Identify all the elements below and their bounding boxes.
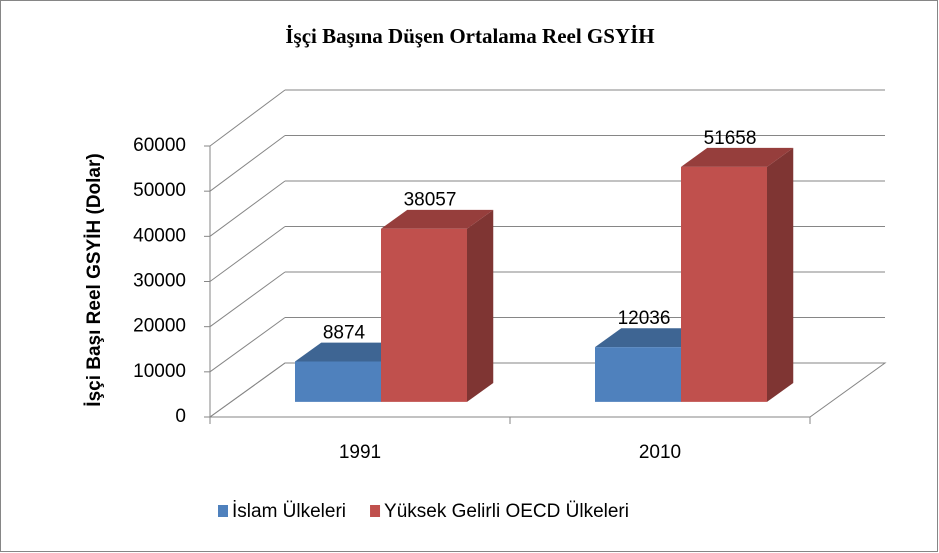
bar-side: [467, 209, 494, 402]
y-tick-label: 20000: [133, 316, 186, 337]
grid-line: [209, 317, 286, 373]
bar: [681, 147, 794, 402]
bar-front: [681, 166, 767, 402]
bar: [381, 209, 494, 402]
legend-label: İslam Ülkeleri: [232, 501, 346, 522]
y-tick-label: 0: [175, 406, 186, 427]
y-tick-label: 60000: [133, 135, 186, 156]
legend-label: Yüksek Gelirli OECD Ülkeleri: [384, 501, 629, 522]
bar-top: [295, 342, 408, 362]
y-axis-label: İşçi Başı Reel GSYİH (Dolar): [84, 153, 105, 406]
data-label: 51658: [704, 128, 757, 149]
legend-swatch: [218, 505, 228, 517]
bar-front: [381, 228, 467, 402]
y-tick-label: 30000: [133, 271, 186, 292]
legend-swatch: [370, 505, 381, 517]
y-tick-label: 10000: [133, 361, 186, 382]
y-tick-label: 40000: [133, 225, 186, 246]
bar-top: [595, 328, 708, 348]
grid-line: [209, 180, 286, 237]
data-label: 12036: [618, 308, 671, 329]
grid-line: [209, 271, 286, 328]
x-tick-label: 1991: [339, 442, 381, 463]
grid-line: [209, 362, 286, 418]
chart-title: İşçi Başına Düşen Ortalama Reel GSYİH: [285, 24, 654, 48]
grid-line: [209, 89, 286, 147]
bar-side: [767, 147, 794, 402]
x-tick-label: 2010: [639, 442, 681, 463]
bar-top: [681, 147, 794, 167]
grid-line: [209, 135, 286, 192]
bar-front: [595, 347, 681, 402]
bar-top: [381, 209, 494, 229]
bar-front: [295, 361, 381, 402]
grid-line: [209, 226, 286, 282]
data-label: 8874: [323, 323, 366, 344]
y-tick-label: 50000: [133, 180, 186, 201]
data-label: 38057: [404, 190, 457, 211]
